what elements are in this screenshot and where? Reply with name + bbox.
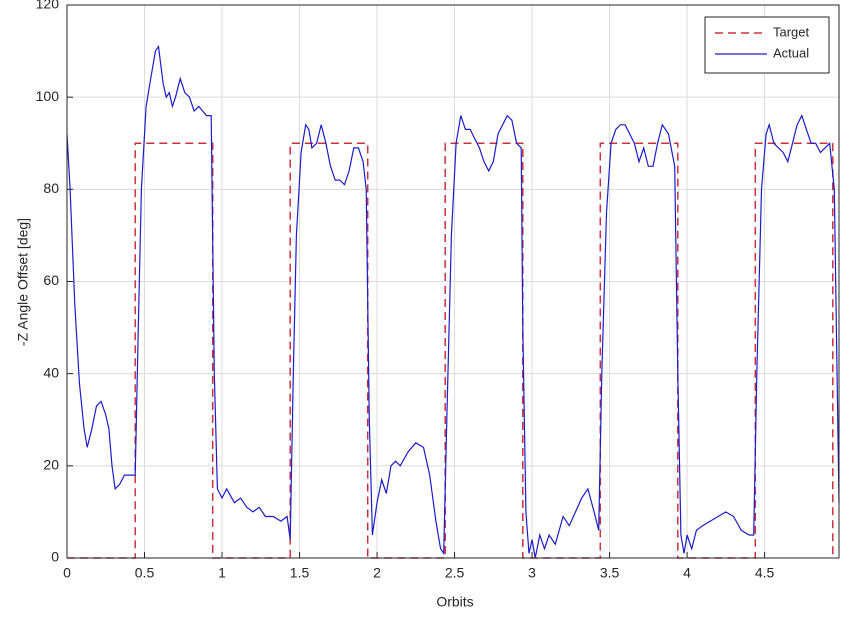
x-tick-label: 4: [683, 565, 691, 581]
x-tick-label: 0.5: [135, 565, 155, 581]
x-tick-label: 0: [63, 565, 71, 581]
x-tick-label: 2.5: [445, 565, 465, 581]
y-tick-label: 100: [36, 88, 60, 104]
x-tick-label: 3: [528, 565, 536, 581]
legend-box: [704, 16, 830, 74]
x-tick-label: 4.5: [755, 565, 775, 581]
y-tick-label: 60: [43, 272, 59, 288]
axes-box: [66, 4, 840, 559]
x-tick-label: 3.5: [600, 565, 620, 581]
legend-label: Target: [773, 24, 810, 39]
legend-label: Actual: [773, 45, 809, 60]
x-axis-label: Orbits: [436, 594, 473, 610]
legend: Target Actual: [704, 16, 830, 74]
y-tick-label: 80: [43, 180, 59, 196]
y-tick-label: 20: [43, 457, 59, 473]
x-tick-label: 2: [373, 565, 381, 581]
y-tick-label: 0: [51, 549, 59, 565]
series-line: [66, 44, 840, 559]
y-tick-label: 120: [36, 0, 60, 12]
y-tick-label: 40: [43, 364, 59, 380]
x-tick-label: 1: [218, 565, 226, 581]
y-axis-label: -Z Angle Offset [deg]: [15, 218, 31, 346]
x-tick-label: 1.5: [290, 565, 310, 581]
